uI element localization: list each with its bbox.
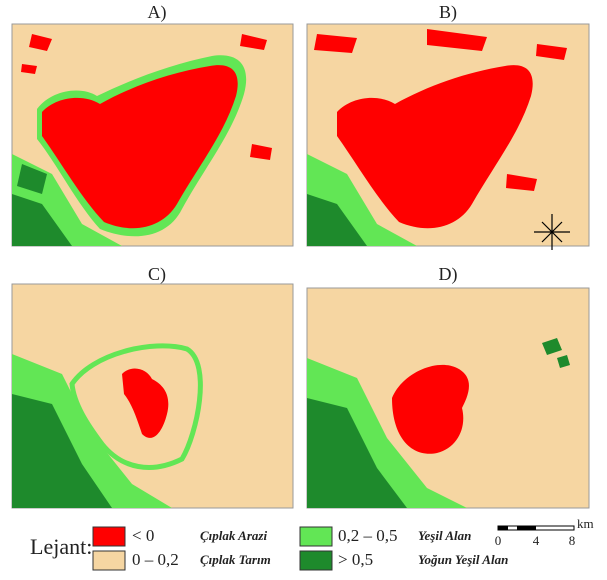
legend-swatch bbox=[93, 527, 125, 546]
legend-range: < 0 bbox=[132, 526, 154, 545]
map-panel bbox=[307, 24, 589, 250]
figure: A) B) C) D) Lejant: bbox=[0, 0, 607, 580]
legend-name: Yeşil Alan bbox=[418, 528, 471, 543]
panel-label: A) bbox=[148, 2, 167, 23]
panel-label: B) bbox=[439, 2, 457, 23]
legend-swatch bbox=[300, 551, 332, 570]
map-panel bbox=[12, 24, 293, 246]
legend-name: Yoğun Yeşil Alan bbox=[418, 552, 508, 567]
scale-label: 0 bbox=[495, 533, 502, 548]
legend-range: > 0,5 bbox=[338, 550, 373, 569]
legend-range: 0,2 – 0,5 bbox=[338, 526, 398, 545]
legend-swatch bbox=[93, 551, 125, 570]
panel-label: C) bbox=[148, 264, 166, 285]
legend-name: Çıplak Arazi bbox=[200, 528, 267, 543]
legend-swatch bbox=[300, 527, 332, 546]
scale-label: 4 bbox=[533, 533, 540, 548]
panel-label: D) bbox=[439, 264, 458, 285]
scale-label: 8 bbox=[569, 533, 576, 548]
legend-title: Lejant: bbox=[30, 534, 92, 559]
map-panel bbox=[12, 284, 293, 508]
legend-name: Çıplak Tarım bbox=[200, 552, 271, 567]
map-panel bbox=[307, 288, 589, 508]
legend-range: 0 – 0,2 bbox=[132, 550, 179, 569]
scale-bar: 0 4 8 km bbox=[495, 516, 594, 548]
scale-unit: km bbox=[577, 516, 594, 531]
